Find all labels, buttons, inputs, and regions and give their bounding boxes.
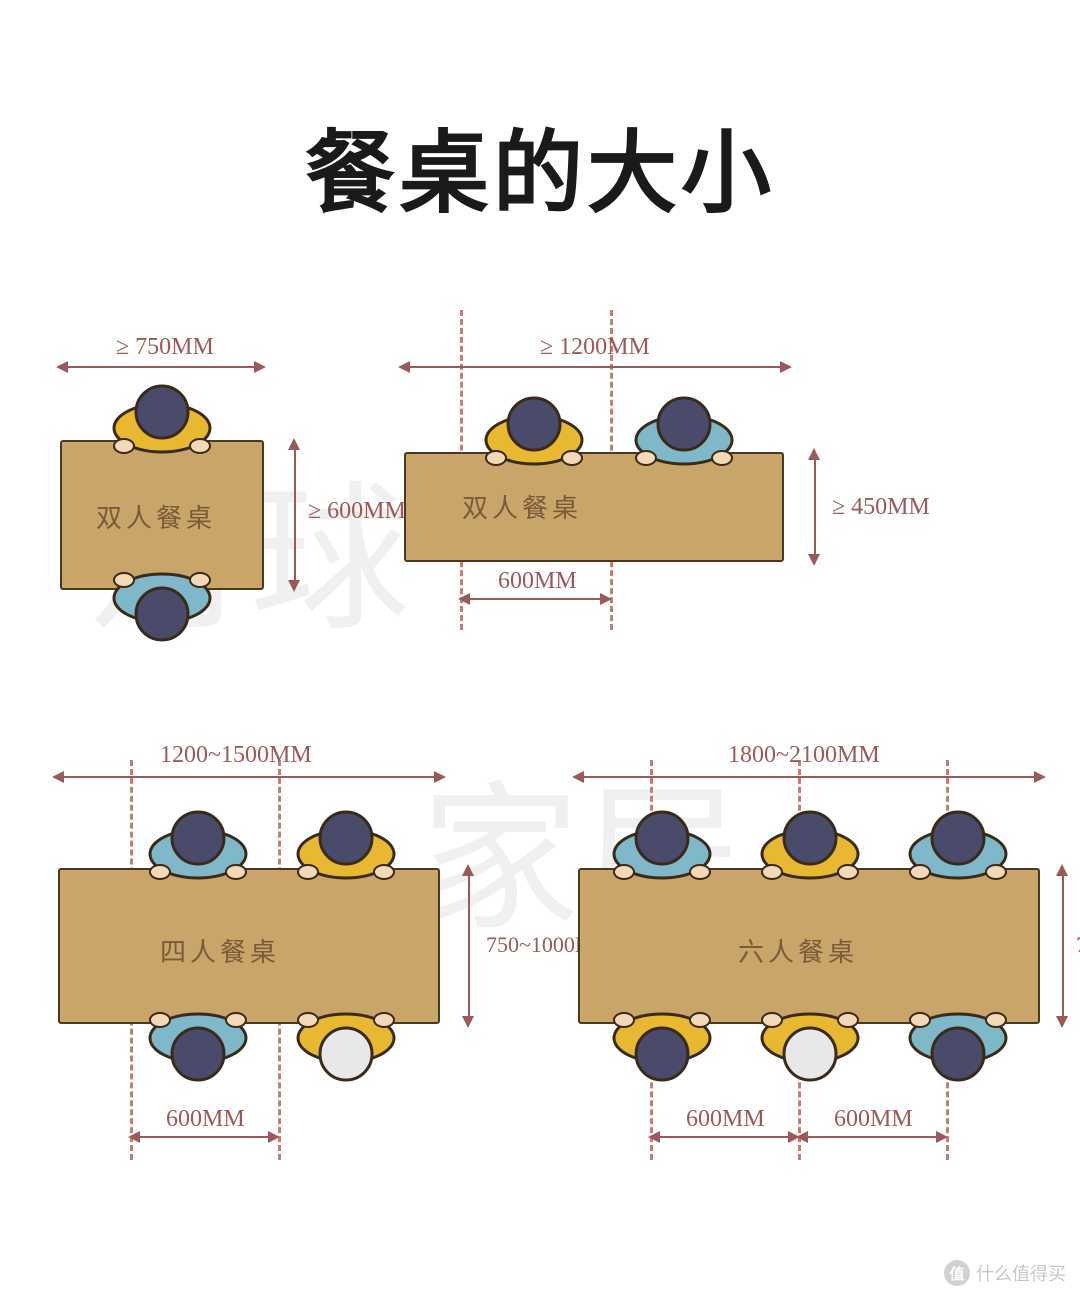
dim-width: ≥ 750MM bbox=[116, 334, 214, 361]
person-icon bbox=[624, 380, 744, 470]
dim-height: 750~10 bbox=[1076, 932, 1080, 958]
person-icon bbox=[602, 794, 722, 884]
dim-seat-1: 600MM bbox=[686, 1106, 765, 1133]
dim-seat-2: 600MM bbox=[834, 1106, 913, 1133]
dim-seat: 600MM bbox=[166, 1106, 245, 1133]
person-icon bbox=[286, 794, 406, 884]
table-label: 四人餐桌 bbox=[160, 932, 280, 969]
dim-width: 1200~1500MM bbox=[160, 742, 312, 769]
person-icon bbox=[138, 1008, 258, 1098]
dim-height: ≥ 450MM bbox=[832, 494, 930, 521]
person-icon bbox=[898, 794, 1018, 884]
person-icon bbox=[474, 380, 594, 470]
person-icon bbox=[286, 1008, 406, 1098]
person-icon bbox=[602, 1008, 722, 1098]
dim-width: ≥ 1200MM bbox=[540, 334, 650, 361]
footer-watermark-text: 什么值得买 bbox=[976, 1260, 1066, 1286]
table-label: 双人餐桌 bbox=[96, 498, 216, 535]
panel-two-side: ≥ 1200MM 双人餐桌 ≥ 450MM 600MM bbox=[390, 300, 950, 640]
person-icon bbox=[898, 1008, 1018, 1098]
person-icon bbox=[138, 794, 258, 884]
dim-width: 1800~2100MM bbox=[728, 742, 880, 769]
table-label: 双人餐桌 bbox=[462, 488, 582, 525]
person-icon bbox=[750, 1008, 870, 1098]
footer-watermark: 值 什么值得买 bbox=[944, 1260, 1066, 1286]
dim-seat: 600MM bbox=[498, 568, 577, 595]
watermark-logo-icon: 值 bbox=[944, 1260, 970, 1286]
panel-four: 1200~1500MM 四人餐桌 750~1000MM 600MM bbox=[40, 720, 560, 1170]
table-label: 六人餐桌 bbox=[738, 932, 858, 969]
panel-six: 1800~2100MM 六人餐桌 750~10 600MM 600MM bbox=[540, 720, 1080, 1170]
panel-two-opposite: ≥ 750MM 双人餐桌 ≥ 600MM bbox=[54, 320, 374, 670]
person-icon bbox=[102, 568, 222, 658]
person-icon bbox=[750, 794, 870, 884]
page-title: 餐桌的大小 bbox=[0, 100, 1080, 230]
person-icon bbox=[102, 368, 222, 458]
